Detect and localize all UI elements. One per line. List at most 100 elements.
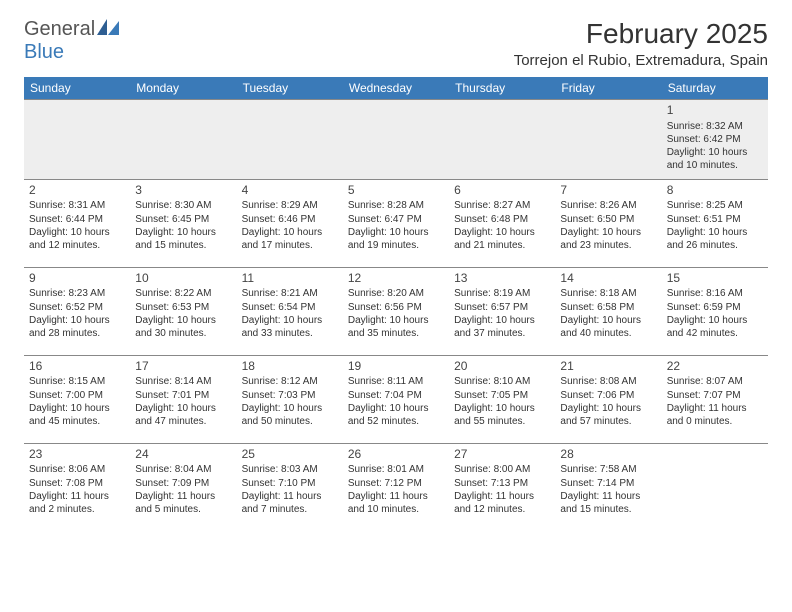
sunrise-line: Sunrise: 8:30 AM xyxy=(135,199,231,212)
sunset-line: Sunset: 6:47 PM xyxy=(348,213,444,226)
day-number: 2 xyxy=(29,183,125,199)
sunset-line: Sunset: 6:45 PM xyxy=(135,213,231,226)
daylight-line: Daylight: 11 hours xyxy=(242,490,338,503)
sunrise-line: Sunrise: 8:19 AM xyxy=(454,287,550,300)
calendar-day-cell: 20Sunrise: 8:10 AMSunset: 7:05 PMDayligh… xyxy=(449,355,555,443)
daylight-line: Daylight: 10 hours xyxy=(348,402,444,415)
day-number: 11 xyxy=(242,271,338,287)
day-number: 7 xyxy=(560,183,656,199)
calendar-day-cell: 27Sunrise: 8:00 AMSunset: 7:13 PMDayligh… xyxy=(449,443,555,531)
daylight-line: and 10 minutes. xyxy=(667,159,763,172)
day-number: 13 xyxy=(454,271,550,287)
calendar-week-row: 16Sunrise: 8:15 AMSunset: 7:00 PMDayligh… xyxy=(24,355,768,443)
logo-text: General Blue xyxy=(24,18,119,64)
daylight-line: Daylight: 10 hours xyxy=(135,226,231,239)
sunrise-line: Sunrise: 8:11 AM xyxy=(348,375,444,388)
daylight-line: and 12 minutes. xyxy=(454,503,550,516)
daylight-line: Daylight: 10 hours xyxy=(242,226,338,239)
day-header-tuesday: Tuesday xyxy=(237,77,343,100)
calendar-day-cell: 16Sunrise: 8:15 AMSunset: 7:00 PMDayligh… xyxy=(24,355,130,443)
sunrise-line: Sunrise: 8:12 AM xyxy=(242,375,338,388)
calendar-day-cell xyxy=(662,443,768,531)
calendar-day-cell: 12Sunrise: 8:20 AMSunset: 6:56 PMDayligh… xyxy=(343,267,449,355)
day-number: 16 xyxy=(29,359,125,375)
sunset-line: Sunset: 7:14 PM xyxy=(560,477,656,490)
sunset-line: Sunset: 7:09 PM xyxy=(135,477,231,490)
sunrise-line: Sunrise: 8:21 AM xyxy=(242,287,338,300)
calendar-day-cell: 13Sunrise: 8:19 AMSunset: 6:57 PMDayligh… xyxy=(449,267,555,355)
daylight-line: and 12 minutes. xyxy=(29,239,125,252)
day-header-monday: Monday xyxy=(130,77,236,100)
daylight-line: Daylight: 11 hours xyxy=(454,490,550,503)
daylight-line: and 50 minutes. xyxy=(242,415,338,428)
page-header: General Blue February 2025 Torrejon el R… xyxy=(24,18,768,69)
day-number: 24 xyxy=(135,447,231,463)
day-number: 17 xyxy=(135,359,231,375)
calendar-day-cell: 5Sunrise: 8:28 AMSunset: 6:47 PMDaylight… xyxy=(343,179,449,267)
calendar-day-cell: 8Sunrise: 8:25 AMSunset: 6:51 PMDaylight… xyxy=(662,179,768,267)
calendar-day-cell: 19Sunrise: 8:11 AMSunset: 7:04 PMDayligh… xyxy=(343,355,449,443)
location-subtitle: Torrejon el Rubio, Extremadura, Spain xyxy=(514,52,768,69)
sunrise-line: Sunrise: 8:14 AM xyxy=(135,375,231,388)
daylight-line: and 33 minutes. xyxy=(242,327,338,340)
sunrise-line: Sunrise: 8:20 AM xyxy=(348,287,444,300)
calendar-day-cell xyxy=(24,100,130,180)
daylight-line: Daylight: 10 hours xyxy=(667,314,763,327)
daylight-line: and 23 minutes. xyxy=(560,239,656,252)
sunset-line: Sunset: 7:13 PM xyxy=(454,477,550,490)
calendar-day-cell: 7Sunrise: 8:26 AMSunset: 6:50 PMDaylight… xyxy=(555,179,661,267)
calendar-day-cell: 21Sunrise: 8:08 AMSunset: 7:06 PMDayligh… xyxy=(555,355,661,443)
sunrise-line: Sunrise: 8:15 AM xyxy=(29,375,125,388)
logo-word-blue: Blue xyxy=(24,41,64,63)
calendar-day-cell xyxy=(343,100,449,180)
calendar-day-cell: 11Sunrise: 8:21 AMSunset: 6:54 PMDayligh… xyxy=(237,267,343,355)
sunset-line: Sunset: 7:07 PM xyxy=(667,389,763,402)
sunrise-line: Sunrise: 8:10 AM xyxy=(454,375,550,388)
sunset-line: Sunset: 6:42 PM xyxy=(667,133,763,146)
sunrise-line: Sunrise: 8:28 AM xyxy=(348,199,444,212)
day-header-sunday: Sunday xyxy=(24,77,130,100)
calendar-day-cell xyxy=(555,100,661,180)
sunrise-line: Sunrise: 8:22 AM xyxy=(135,287,231,300)
daylight-line: Daylight: 10 hours xyxy=(454,314,550,327)
daylight-line: and 15 minutes. xyxy=(560,503,656,516)
day-number: 9 xyxy=(29,271,125,287)
calendar-week-row: 1Sunrise: 8:32 AMSunset: 6:42 PMDaylight… xyxy=(24,100,768,180)
daylight-line: and 45 minutes. xyxy=(29,415,125,428)
daylight-line: Daylight: 11 hours xyxy=(348,490,444,503)
day-number: 23 xyxy=(29,447,125,463)
day-number: 25 xyxy=(242,447,338,463)
daylight-line: Daylight: 10 hours xyxy=(29,402,125,415)
sunset-line: Sunset: 7:04 PM xyxy=(348,389,444,402)
daylight-line: and 2 minutes. xyxy=(29,503,125,516)
day-header-wednesday: Wednesday xyxy=(343,77,449,100)
month-title: February 2025 xyxy=(514,18,768,50)
calendar-day-cell: 15Sunrise: 8:16 AMSunset: 6:59 PMDayligh… xyxy=(662,267,768,355)
sunset-line: Sunset: 6:53 PM xyxy=(135,301,231,314)
calendar-day-cell: 2Sunrise: 8:31 AMSunset: 6:44 PMDaylight… xyxy=(24,179,130,267)
day-number: 28 xyxy=(560,447,656,463)
calendar-day-cell: 4Sunrise: 8:29 AMSunset: 6:46 PMDaylight… xyxy=(237,179,343,267)
sunrise-line: Sunrise: 8:08 AM xyxy=(560,375,656,388)
daylight-line: and 52 minutes. xyxy=(348,415,444,428)
calendar-table: Sunday Monday Tuesday Wednesday Thursday… xyxy=(24,77,768,531)
sunset-line: Sunset: 6:52 PM xyxy=(29,301,125,314)
day-number: 4 xyxy=(242,183,338,199)
daylight-line: and 10 minutes. xyxy=(348,503,444,516)
day-number: 1 xyxy=(667,103,763,119)
day-number: 22 xyxy=(667,359,763,375)
sunset-line: Sunset: 6:54 PM xyxy=(242,301,338,314)
sunrise-line: Sunrise: 8:31 AM xyxy=(29,199,125,212)
daylight-line: Daylight: 10 hours xyxy=(242,314,338,327)
calendar-body: 1Sunrise: 8:32 AMSunset: 6:42 PMDaylight… xyxy=(24,100,768,532)
calendar-day-cell: 10Sunrise: 8:22 AMSunset: 6:53 PMDayligh… xyxy=(130,267,236,355)
daylight-line: Daylight: 10 hours xyxy=(348,314,444,327)
daylight-line: Daylight: 10 hours xyxy=(560,402,656,415)
daylight-line: Daylight: 11 hours xyxy=(29,490,125,503)
calendar-day-cell: 6Sunrise: 8:27 AMSunset: 6:48 PMDaylight… xyxy=(449,179,555,267)
day-number: 26 xyxy=(348,447,444,463)
sunset-line: Sunset: 7:12 PM xyxy=(348,477,444,490)
sunset-line: Sunset: 7:01 PM xyxy=(135,389,231,402)
day-number: 3 xyxy=(135,183,231,199)
daylight-line: and 42 minutes. xyxy=(667,327,763,340)
